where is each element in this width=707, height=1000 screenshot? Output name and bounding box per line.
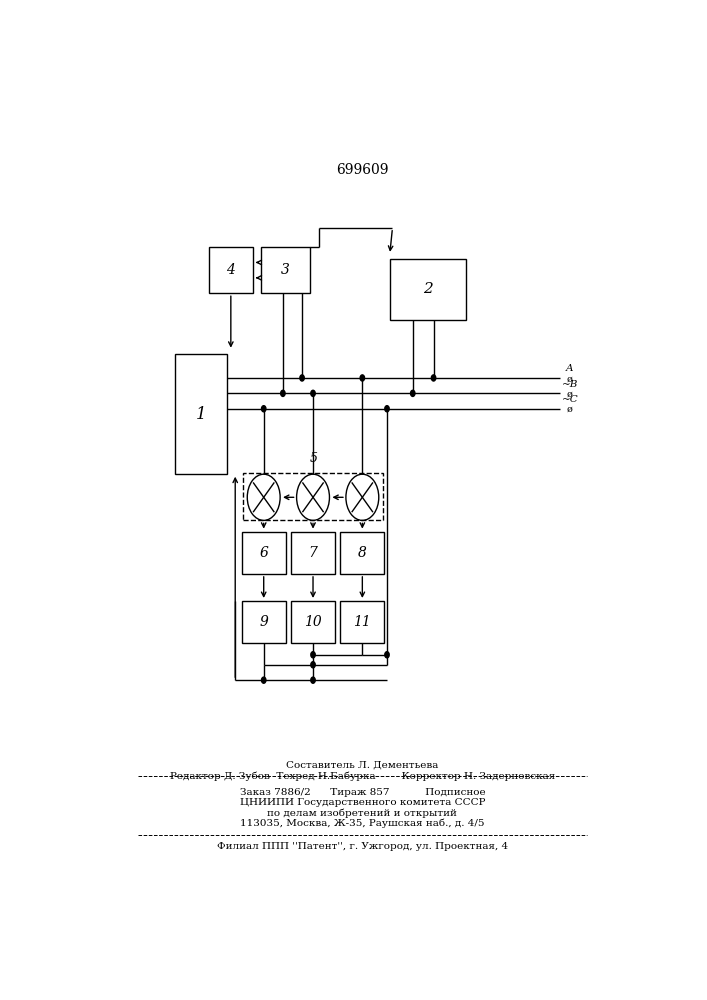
Text: Составитель Л. Дементьева: Составитель Л. Дементьева (286, 761, 438, 770)
Text: 4: 4 (226, 263, 235, 277)
Text: 10: 10 (304, 615, 322, 629)
Circle shape (385, 652, 389, 658)
Circle shape (297, 474, 329, 520)
Circle shape (431, 375, 436, 381)
Text: 7: 7 (308, 546, 317, 560)
Bar (390, 259, 467, 320)
Text: 8: 8 (358, 546, 367, 560)
Text: ЦНИИПИ Государственного комитета СССР: ЦНИИПИ Государственного комитета СССР (240, 798, 485, 807)
Circle shape (360, 375, 365, 381)
Circle shape (411, 390, 415, 396)
Circle shape (311, 390, 315, 396)
Text: A: A (566, 364, 573, 373)
Text: по делам изобретений и открытий: по делам изобретений и открытий (267, 808, 457, 818)
Circle shape (247, 474, 280, 520)
Circle shape (311, 652, 315, 658)
Text: Редактор Д. Зубов  Техред Н.Бабурка        Корректор Н. Задерновская: Редактор Д. Зубов Техред Н.Бабурка Корре… (170, 771, 555, 781)
Text: ø: ø (566, 405, 572, 414)
Bar (175, 354, 227, 474)
Circle shape (311, 662, 315, 668)
Bar (261, 247, 310, 293)
Text: 113035, Москва, Ж-35, Раушская наб., д. 4/5: 113035, Москва, Ж-35, Раушская наб., д. … (240, 818, 484, 828)
Text: 11: 11 (354, 615, 371, 629)
Text: 5: 5 (309, 452, 317, 465)
Text: Заказ 7886/2      Тираж 857           Подписное: Заказ 7886/2 Тираж 857 Подписное (240, 788, 485, 797)
Text: 9: 9 (259, 615, 268, 629)
Bar (341, 601, 385, 643)
Bar (242, 532, 286, 574)
Circle shape (262, 406, 266, 412)
Bar (242, 601, 286, 643)
Circle shape (311, 677, 315, 683)
Text: ø: ø (566, 390, 572, 399)
Text: 699609: 699609 (336, 163, 389, 177)
Text: ø: ø (566, 374, 572, 383)
Text: 3: 3 (281, 263, 290, 277)
Circle shape (262, 677, 266, 683)
Text: Филиал ППП ''Патент'', г. Ужгород, ул. Проектная, 4: Филиал ППП ''Патент'', г. Ужгород, ул. П… (217, 842, 508, 851)
Text: 1: 1 (195, 406, 206, 423)
Bar (341, 532, 385, 574)
Circle shape (300, 375, 304, 381)
Text: ~B: ~B (562, 380, 578, 389)
Circle shape (385, 406, 389, 412)
Circle shape (346, 474, 379, 520)
Circle shape (281, 390, 285, 396)
Text: 2: 2 (423, 282, 433, 296)
Bar (209, 247, 253, 293)
Bar (291, 601, 335, 643)
Bar (291, 532, 335, 574)
Text: ~C: ~C (562, 395, 578, 404)
Text: 6: 6 (259, 546, 268, 560)
Bar (243, 473, 383, 520)
